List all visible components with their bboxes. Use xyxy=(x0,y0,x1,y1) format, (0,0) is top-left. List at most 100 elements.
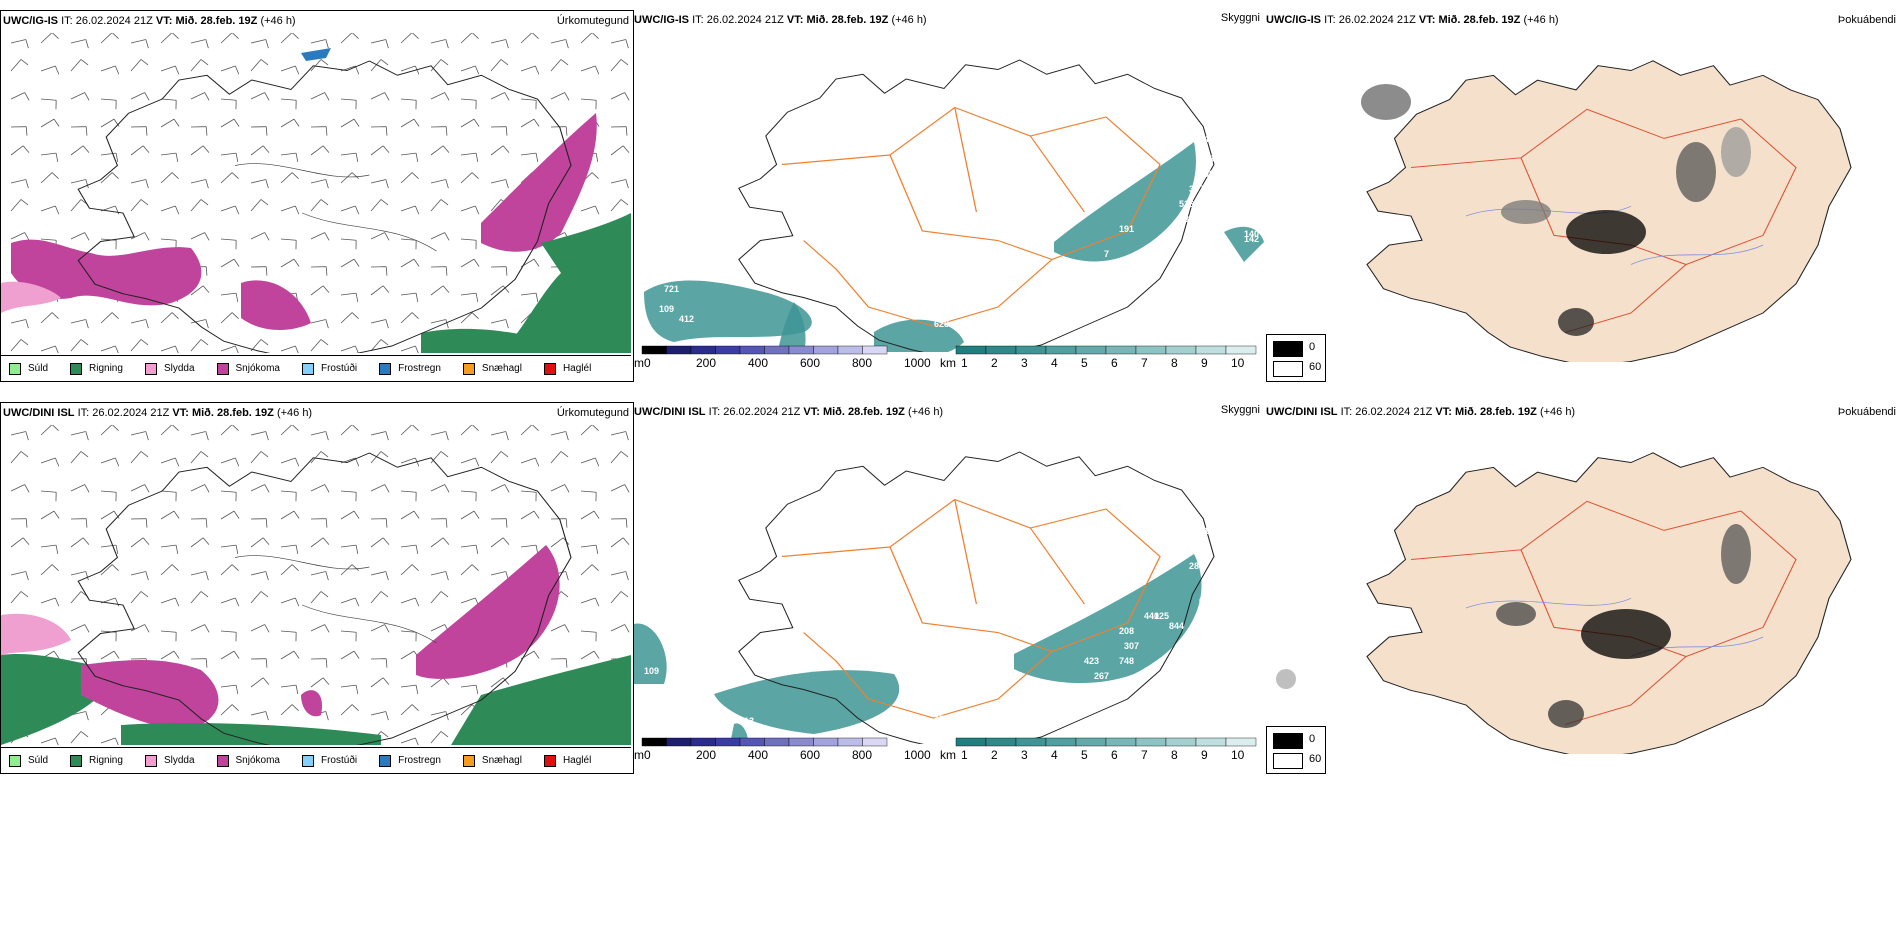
it-prefix: IT: xyxy=(1324,14,1336,26)
wind-barb xyxy=(130,624,150,633)
wind-barb xyxy=(130,537,150,548)
wind-barb xyxy=(400,98,417,110)
panel-title: Þokuábendi xyxy=(1837,14,1896,26)
wind-barb xyxy=(580,457,600,467)
precip-area xyxy=(1,613,71,655)
colorbar-km-segment xyxy=(1075,345,1107,355)
colorbar-tick: 10 xyxy=(1231,748,1245,762)
visibility-value: 267 xyxy=(1094,671,1109,681)
colorbar-tick: 4 xyxy=(1051,356,1058,370)
wind-barb xyxy=(70,484,90,493)
colorbar-tick: 3 xyxy=(1021,748,1028,762)
wind-barb xyxy=(580,490,597,502)
low-visibility-area xyxy=(634,623,667,684)
wind-barb xyxy=(280,630,297,642)
wind-barb xyxy=(370,285,390,296)
wind-barb xyxy=(610,179,629,189)
wind-barb xyxy=(160,425,179,436)
visibility-value: 109 xyxy=(1199,169,1214,179)
legend-label: Rigning xyxy=(89,363,123,374)
wind-barb xyxy=(550,484,570,493)
wind-barb xyxy=(10,59,29,72)
wind-barb xyxy=(220,258,240,268)
wind-barb xyxy=(100,544,119,554)
visibility-value: 285 xyxy=(1189,561,1204,571)
wind-barb xyxy=(130,145,150,156)
wind-barb xyxy=(220,425,239,436)
legend-label: Haglél xyxy=(562,755,592,766)
colorbar-km-segment xyxy=(1195,345,1227,355)
visibility-panel: UWC/IG-IS IT: 26.02.2024 21Z VT: Mið. 28… xyxy=(634,10,1266,382)
colorbar-tick: 1000 xyxy=(904,356,931,370)
wind-barb xyxy=(160,33,179,44)
panel-title: Úrkomutegund xyxy=(556,407,629,419)
wind-barb xyxy=(490,431,509,441)
visibility-value: 13 xyxy=(744,716,754,726)
wind-barb xyxy=(400,630,417,642)
colorbar-km-segment xyxy=(1135,737,1167,747)
wind-barb xyxy=(220,564,239,576)
visibility-value: 7 xyxy=(1104,249,1109,259)
wind-barb xyxy=(130,484,150,493)
colorbar-km-segment xyxy=(1225,345,1257,355)
fog-area xyxy=(1558,308,1594,336)
wind-barb xyxy=(610,451,629,464)
wind-barb xyxy=(100,490,117,502)
wind-barb xyxy=(340,630,357,642)
wind-barb xyxy=(130,431,149,441)
wind-barb xyxy=(250,518,268,528)
precip-area xyxy=(81,660,219,730)
wind-barb xyxy=(280,152,299,162)
model-name: UWC/IG-IS xyxy=(3,15,58,27)
wind-barb xyxy=(280,510,300,520)
wind-barb xyxy=(100,98,117,110)
wind-barb xyxy=(160,630,177,642)
wind-barb xyxy=(430,711,449,721)
wind-barb xyxy=(550,431,569,441)
wind-barb xyxy=(10,39,29,49)
wind-barb xyxy=(10,126,28,136)
wind-barb xyxy=(310,319,329,329)
wind-barb xyxy=(340,118,360,128)
wind-barb xyxy=(400,345,420,353)
wind-barb xyxy=(220,98,237,110)
wind-barb xyxy=(430,145,450,156)
legend-label: Súld xyxy=(28,755,49,766)
wind-barb xyxy=(280,33,299,44)
legend-item: Frostúði xyxy=(301,754,357,767)
wind-barb xyxy=(310,677,330,688)
wind-barb xyxy=(520,65,540,75)
lead-time: (+46 h) xyxy=(1523,14,1559,26)
legend-item: Súld xyxy=(9,362,48,375)
visibility-value: 232 xyxy=(1179,214,1194,224)
wind-barb xyxy=(430,92,450,101)
wind-barb xyxy=(430,451,449,464)
wind-barb xyxy=(430,537,450,548)
roads xyxy=(781,106,1161,327)
it-prefix: IT: xyxy=(61,15,73,27)
legend-item: Rigning xyxy=(70,362,123,375)
low-visibility-area xyxy=(1054,142,1196,262)
wind-barb xyxy=(220,292,239,302)
wind-barb xyxy=(250,711,269,721)
colorbar-km-segment xyxy=(1015,345,1047,355)
fog-legend-label: 60 xyxy=(1309,753,1322,765)
wind-barb xyxy=(520,425,539,436)
panel-header: UWC/IG-IS IT: 26.02.2024 21Z VT: Mið. 28… xyxy=(634,14,927,26)
visibility-value: 125 xyxy=(1154,611,1169,621)
visibility-value: 109 xyxy=(644,666,659,676)
colorbar-m-segment xyxy=(690,737,716,747)
initial-time: 26.02.2024 21Z xyxy=(723,406,801,418)
wind-barb xyxy=(430,232,450,241)
wind-barb xyxy=(130,199,149,212)
wind-barb xyxy=(310,624,330,633)
wind-barb xyxy=(370,232,390,241)
precip-area xyxy=(416,545,560,679)
low-visibility-area xyxy=(874,319,964,352)
panel-header: UWC/DINI ISL IT: 26.02.2024 21Z VT: Mið.… xyxy=(3,407,312,419)
colorbar-km-segment xyxy=(955,345,987,355)
wind-barb xyxy=(430,179,449,189)
wind-barb xyxy=(610,59,629,72)
